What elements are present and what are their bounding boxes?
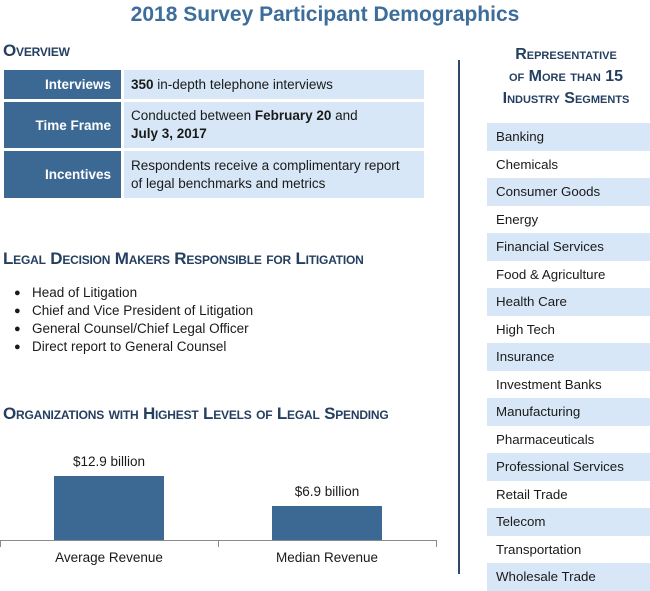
value-bold: 350 xyxy=(131,76,154,92)
overview-row-interviews: Interviews 350 in-depth telephone interv… xyxy=(4,70,424,99)
list-item: Professional Services xyxy=(487,453,650,481)
industries-heading: Representative of More than 15 Industry … xyxy=(478,44,650,110)
spending-heading: Organizations with Highest Levels of Leg… xyxy=(3,404,389,423)
overview-row-value: Respondents receive a complimentary repo… xyxy=(124,151,424,198)
x-axis-tick xyxy=(436,540,437,547)
bullet-icon: ● xyxy=(14,287,21,299)
list-item: Retail Trade xyxy=(496,486,568,502)
list-item: ● Chief and Vice President of Litigation xyxy=(14,302,253,320)
list-item: Manufacturing xyxy=(487,398,650,426)
page-title: 2018 Survey Participant Demographics xyxy=(130,3,520,26)
vertical-divider xyxy=(458,60,460,574)
list-item: Energy xyxy=(496,211,539,227)
industry-list: Banking Chemicals Consumer Goods Energy Fina… xyxy=(487,123,650,591)
heading-line: Industry Segments xyxy=(502,90,630,107)
x-axis-tick xyxy=(218,540,219,547)
bar-data-label: $12.9 billion xyxy=(72,454,146,469)
list-item: Consumer Goods xyxy=(487,178,650,206)
list-item: Banking xyxy=(487,123,650,151)
x-axis-tick-label: Median Revenue xyxy=(275,550,379,565)
value-text: in-depth telephone interviews xyxy=(153,76,333,92)
overview-row-value: Conducted between February 20 and July 3… xyxy=(124,102,424,148)
overview-heading: Overview xyxy=(3,41,70,60)
list-item: Pharmaceuticals xyxy=(496,431,595,447)
list-item-label: Head of Litigation xyxy=(32,285,138,300)
value-text: of legal benchmarks and metrics xyxy=(131,175,326,191)
value-text: Respondents receive a complimentary repo… xyxy=(131,157,400,173)
list-item: Telecom xyxy=(487,508,650,536)
x-axis-tick-label: Average Revenue xyxy=(55,550,163,565)
list-item: Health Care xyxy=(487,288,650,316)
bar-data-label: $6.9 billion xyxy=(294,483,360,499)
list-item-label: General Counsel/Chief Legal Officer xyxy=(32,321,249,336)
overview-row-value: 350 in-depth telephone interviews xyxy=(124,70,424,99)
bullet-icon: ● xyxy=(14,305,21,317)
overview-row-label: Time Frame xyxy=(4,102,124,148)
list-item: ● Direct report to General Counsel xyxy=(14,338,253,356)
list-item: ● Head of Litigation xyxy=(14,284,253,302)
bullet-icon: ● xyxy=(14,341,21,353)
list-item: High Tech xyxy=(496,321,555,337)
value-text: Conducted between xyxy=(131,108,255,123)
list-item: Wholesale Trade xyxy=(487,563,650,591)
value-bold: July 3, 2017 xyxy=(131,126,207,141)
bullet-icon: ● xyxy=(14,323,21,335)
list-item: Insurance xyxy=(487,343,650,371)
decision-makers-heading: Legal Decision Makers Responsible for Li… xyxy=(3,249,364,268)
x-axis-tick xyxy=(0,540,1,547)
list-item-label: Direct report to General Counsel xyxy=(32,339,227,354)
overview-row-label: Incentives xyxy=(4,151,124,198)
decision-makers-list: ● Head of Litigation ● Chief and Vice Pres… xyxy=(14,284,253,356)
bar-median-revenue xyxy=(272,505,382,540)
overview-row-incentives: Incentives Respondents receive a complim… xyxy=(4,151,424,198)
bar-average-revenue xyxy=(54,476,164,540)
list-item: ● General Counsel/Chief Legal Officer xyxy=(14,320,253,338)
list-item: Financial Services xyxy=(487,233,650,261)
list-item: Food & Agriculture xyxy=(496,266,606,282)
overview-row-time-frame: Time Frame Conducted between February 20… xyxy=(4,102,424,148)
list-item: Transportation xyxy=(496,541,582,557)
heading-line: Representative xyxy=(515,46,617,63)
list-item-label: Chief and Vice President of Litigation xyxy=(32,303,254,318)
overview-row-label: Interviews xyxy=(4,70,124,99)
list-item: Investment Banks xyxy=(496,376,602,392)
list-item: Chemicals xyxy=(496,156,559,172)
heading-line: of More than 15 xyxy=(508,68,624,85)
value-text: and xyxy=(331,108,358,123)
value-bold: February 20 xyxy=(254,108,332,123)
